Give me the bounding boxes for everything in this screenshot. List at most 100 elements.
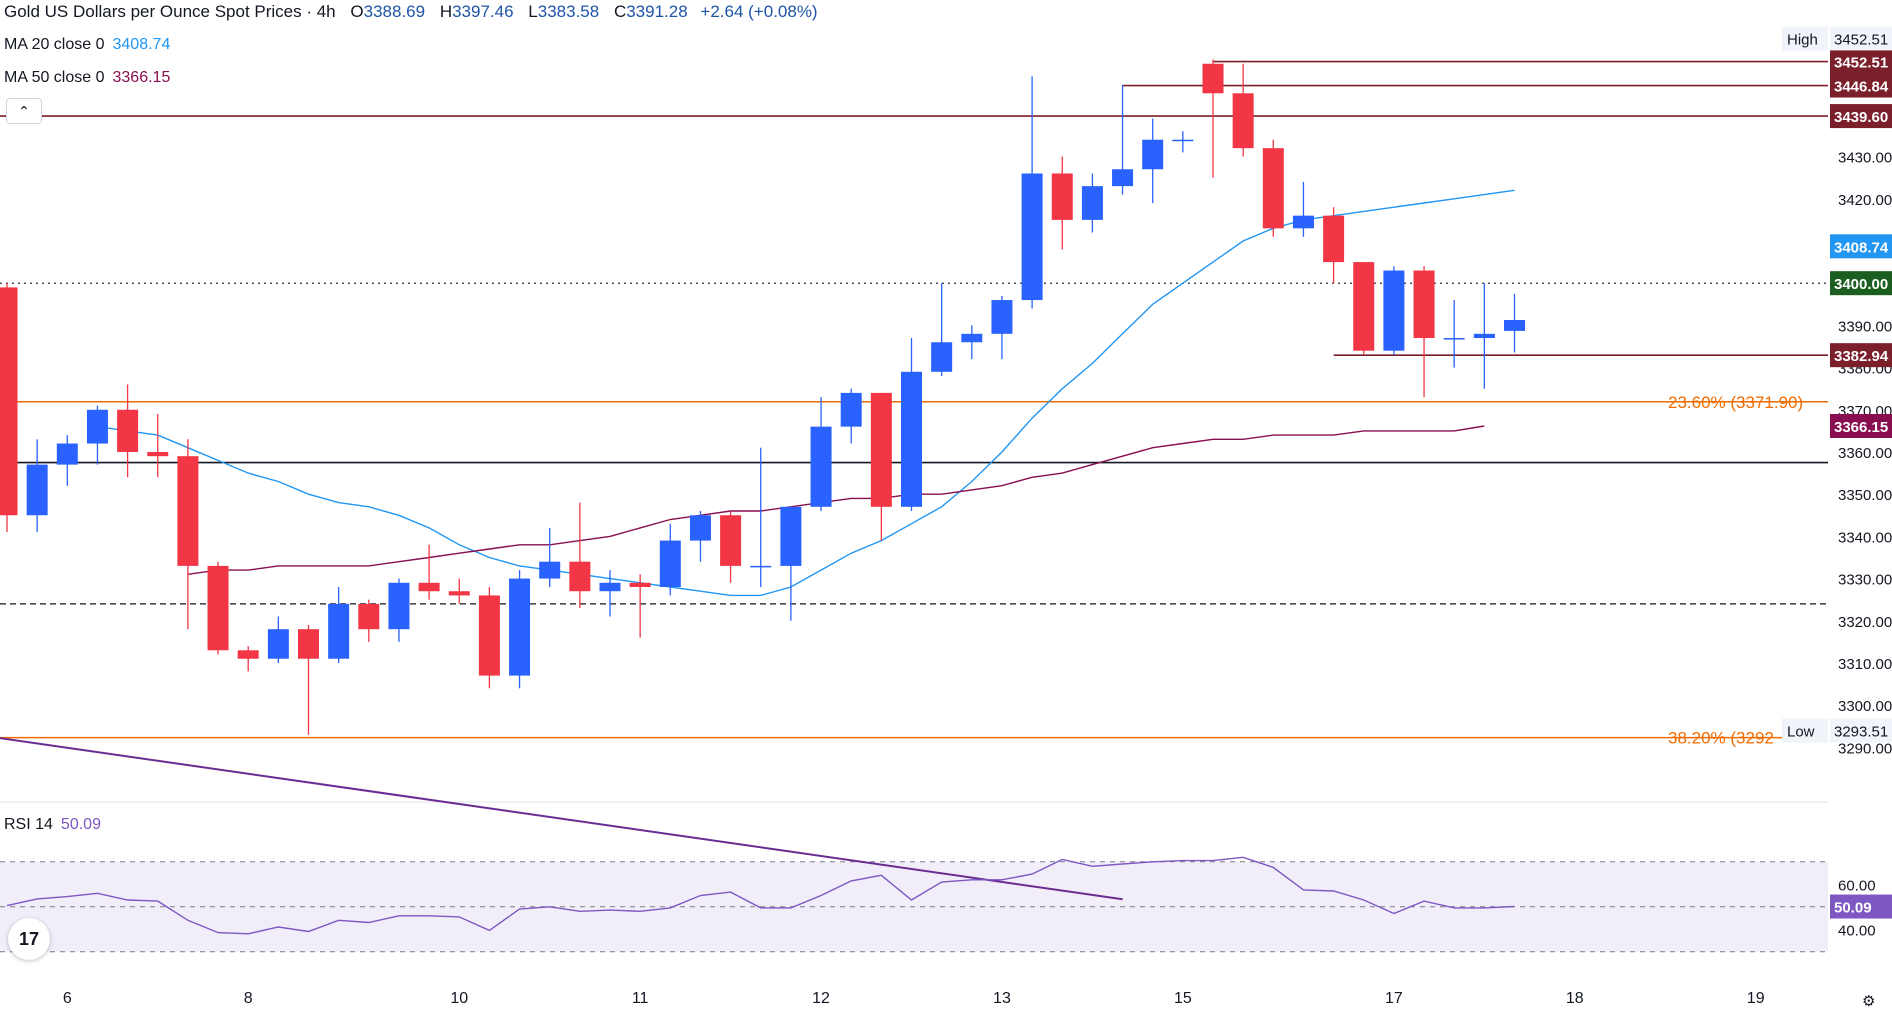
candle-body [901,371,922,507]
level-price-tag-bg [1830,49,1892,74]
candle [26,439,48,533]
candle [86,405,108,465]
candle-body [1262,148,1284,229]
tradingview-logo[interactable]: 17 [8,918,50,960]
rsi-value-tag-bg [1830,894,1892,919]
indicator-price-tag: 3408.74 [1830,234,1892,259]
candle [1202,59,1224,178]
open-value: 3388.69 [363,2,426,21]
candle [207,561,229,655]
candle-body [207,565,229,651]
fib-level-label: 23.60% (3371.90) [1668,393,1803,412]
candle [328,586,350,663]
candle [961,325,983,360]
candle [117,384,139,478]
candle-body [448,591,470,596]
low-tag-bg [1782,718,1828,743]
level-price-tag: 3400.00 [1830,271,1892,296]
x-tick-label: 11 [632,990,649,1007]
candle-body [358,603,380,630]
x-tick-label: 19 [1747,990,1765,1007]
fib-level-label: 38.20% (3292 [1668,729,1774,748]
low-value: 3383.58 [537,2,600,21]
candle [689,511,711,562]
low-tag-value: 3293.51 [1834,723,1888,740]
candle-body [267,629,289,659]
y-tick-label: 3430.00 [1838,150,1892,167]
candle [358,599,380,642]
high-tag-bg [1782,26,1828,51]
candle [901,338,922,512]
candle [720,511,742,583]
candle-body [629,582,651,587]
indicator-price-tag: 3366.15 [1830,414,1892,439]
y-tick-label: 3420.00 [1838,192,1892,209]
candle-body [1504,319,1525,331]
x-tick-label: 10 [450,990,468,1007]
indicator-price-tag-bg [1830,234,1892,259]
ma20-legend[interactable]: MA 20 close 0 3408.74 [4,36,170,54]
candle-body [1443,338,1465,340]
low-label: L [528,2,538,21]
candle-body [1232,93,1254,149]
candle [1383,266,1405,355]
x-tick-label: 13 [993,990,1011,1007]
candle [870,392,892,541]
candle [629,574,651,638]
candle-body [1323,215,1345,263]
chevron-up-icon: ⌃ [18,102,30,119]
candle-body [720,515,742,566]
candle-body [388,582,410,630]
x-tick-label: 12 [812,990,830,1007]
candle [298,624,319,735]
candle-body [1172,139,1194,142]
candle-body [1112,169,1134,187]
candle [810,397,832,512]
x-tick-label: 15 [1174,990,1192,1007]
candle-body [418,582,440,592]
indicator-price-tag-text: 3408.74 [1834,239,1889,256]
candle-body [1021,173,1043,301]
gear-icon[interactable]: ⚙ [1862,993,1876,1010]
candle-body [237,650,259,659]
candle-body [147,451,169,457]
trendline [0,737,1123,901]
candle-body [86,409,108,444]
high-tag: High 3452.51 [1782,26,1892,51]
x-tick-label: 17 [1385,990,1403,1007]
rsi-value: 50.09 [60,816,101,833]
candle-body [931,342,953,372]
y-tick-label: 3360.00 [1838,445,1892,462]
candle [1504,293,1525,353]
high-tag-value: 3452.51 [1834,31,1888,48]
candle-body [1473,333,1495,339]
candle [448,578,470,604]
rsi-value-tag: 50.09 [1830,894,1892,919]
candle [991,295,1013,360]
y-tick-label: 3350.00 [1838,487,1892,504]
candle [1112,84,1134,195]
candle [750,447,772,587]
level-price-tag: 3452.51 [1830,49,1892,74]
candle [780,506,802,621]
level-price-tag: 3439.60 [1830,104,1892,129]
level-price-tag-text: 3382.94 [1834,348,1889,365]
level-price-tag-bg [1830,104,1892,129]
level-price-tag-bg [1830,271,1892,296]
change-value: +2.64 (+0.08%) [700,2,818,21]
y-tick-label: 3320.00 [1838,614,1892,631]
y-tick-label: 3390.00 [1838,318,1892,335]
indicator-price-tag-text: 3366.15 [1834,419,1888,436]
candle-body [328,603,350,659]
collapse-legend-button[interactable]: ⌃ [6,98,42,124]
candle-body [478,595,500,676]
symbol-title: Gold US Dollars per Ounce Spot Prices · … [4,2,336,21]
rsi-legend[interactable]: RSI 14 50.09 [4,816,101,834]
rsi-label: RSI 14 [4,816,53,833]
candle-body [1292,215,1314,229]
candle-body [1081,186,1103,220]
ma50-legend[interactable]: MA 50 close 0 3366.15 [4,69,170,87]
candle [1142,118,1164,204]
level-price-tag-text: 3439.60 [1834,109,1888,126]
